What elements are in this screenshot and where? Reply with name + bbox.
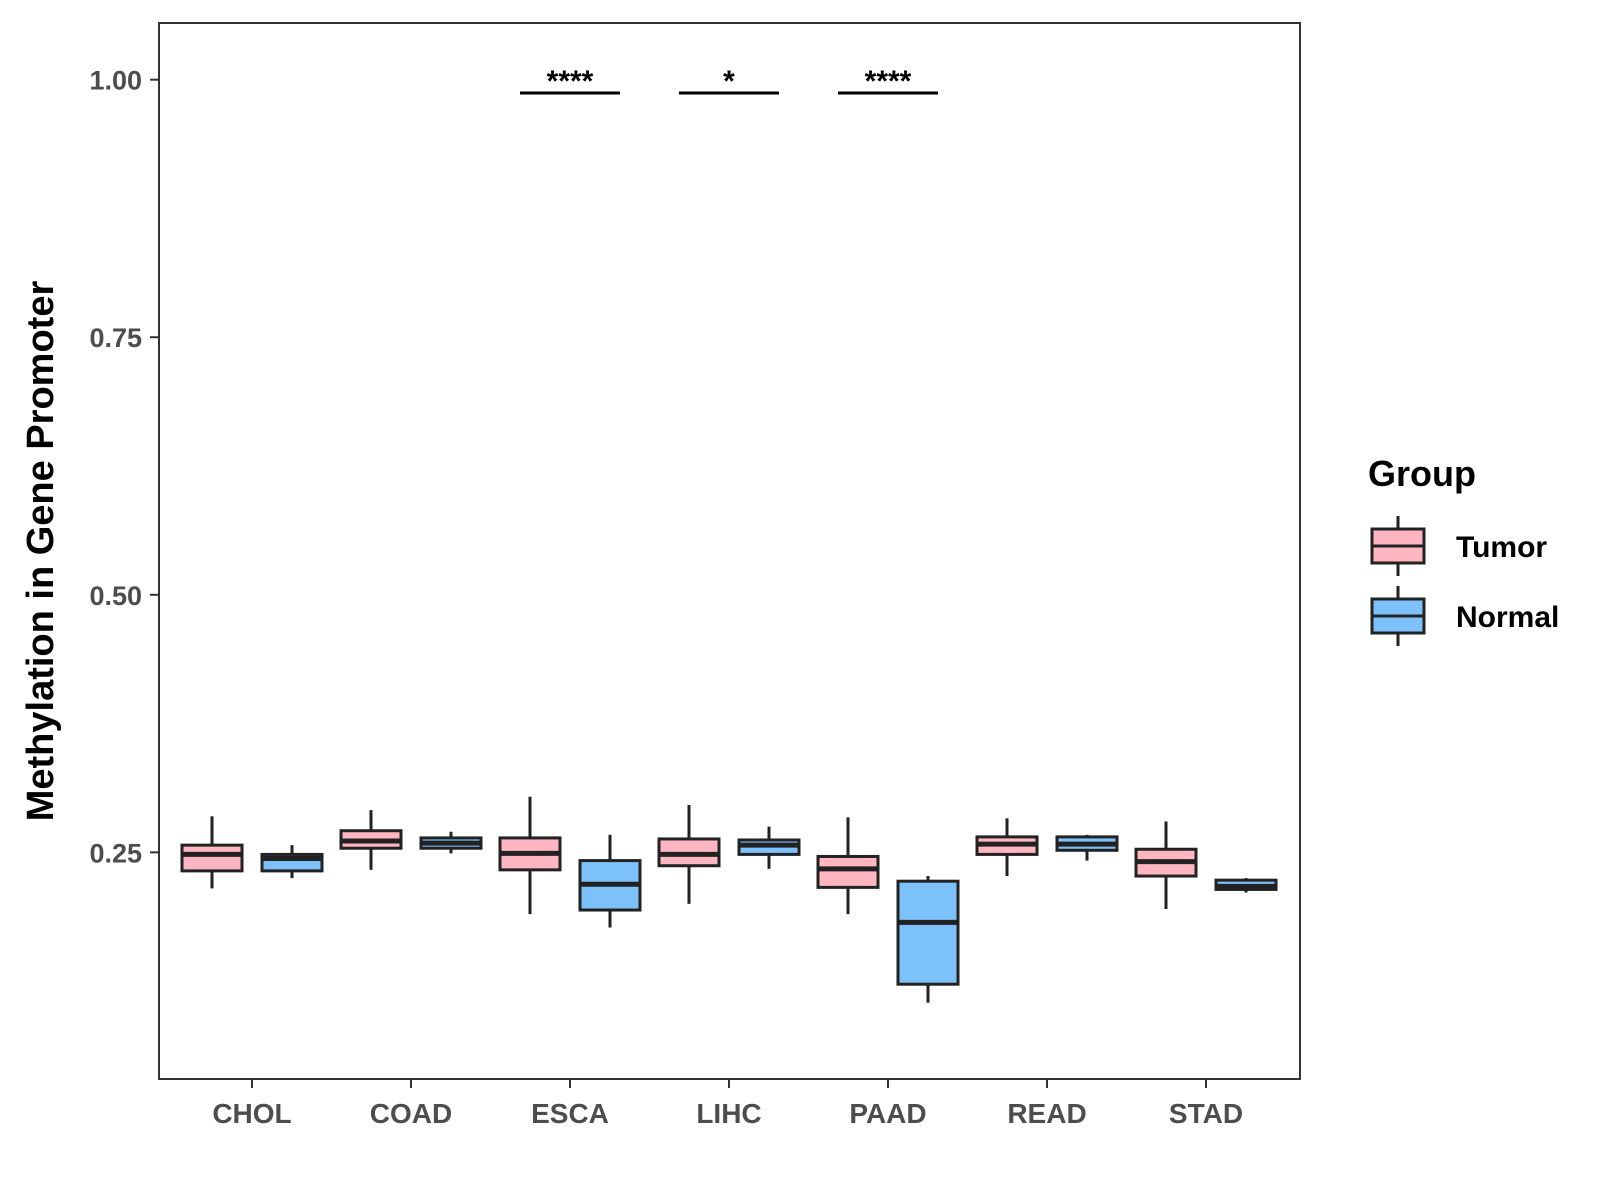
y-tick-label: 1.00: [89, 66, 142, 96]
box-tumor-esca: [498, 796, 562, 915]
y-axis: 0.25 0.50 0.75 1.00: [89, 66, 159, 868]
box-tumor-coad: [339, 810, 403, 870]
legend-item-tumor: Tumor: [1370, 516, 1547, 576]
box-tumor-paad: [816, 817, 880, 915]
x-tick-label: READ: [1007, 1098, 1086, 1129]
box-normal-read: [1055, 834, 1119, 861]
box-iqr: [816, 854, 880, 889]
x-tick-label: PAAD: [849, 1098, 926, 1129]
legend-item-normal: Normal: [1370, 586, 1559, 646]
x-tick-label: STAD: [1169, 1098, 1243, 1129]
y-tick-label: 0.25: [89, 838, 142, 868]
legend: Group Tumor Normal: [1368, 453, 1559, 646]
box-normal-coad: [419, 831, 483, 854]
legend-title: Group: [1368, 453, 1476, 494]
x-tick-label: ESCA: [531, 1098, 609, 1129]
box-tumor-stad: [1134, 821, 1198, 910]
box-normal-chol: [260, 845, 324, 879]
box-tumor-chol: [180, 816, 244, 889]
significance-label: ****: [865, 65, 912, 98]
plot-marks: [180, 796, 1278, 1003]
box-normal-paad: [896, 876, 960, 1003]
box-normal-esca: [578, 834, 642, 928]
legend-label: Tumor: [1456, 531, 1547, 564]
significance-annotations: **** * ****: [520, 65, 938, 98]
y-tick-label: 0.75: [89, 323, 142, 353]
box-tumor-read: [975, 818, 1039, 877]
box-normal-stad: [1214, 878, 1278, 893]
y-axis-label: Methylation in Gene Promoter: [20, 281, 62, 822]
x-tick-label: COAD: [370, 1098, 452, 1129]
legend-label: Normal: [1456, 601, 1559, 634]
box-normal-lihc: [737, 826, 801, 869]
y-tick-label: 0.50: [89, 581, 142, 611]
x-tick-label: CHOL: [212, 1098, 291, 1129]
significance-label: *: [723, 65, 735, 98]
x-tick-label: LIHC: [696, 1098, 761, 1129]
x-axis: CHOL COAD ESCA LIHC PAAD READ STAD: [212, 1079, 1243, 1129]
plot-panel: [158, 22, 1301, 1080]
significance-label: ****: [547, 65, 594, 98]
box-iqr: [896, 879, 960, 986]
box-iqr: [180, 843, 244, 873]
box-tumor-lihc: [657, 804, 721, 904]
